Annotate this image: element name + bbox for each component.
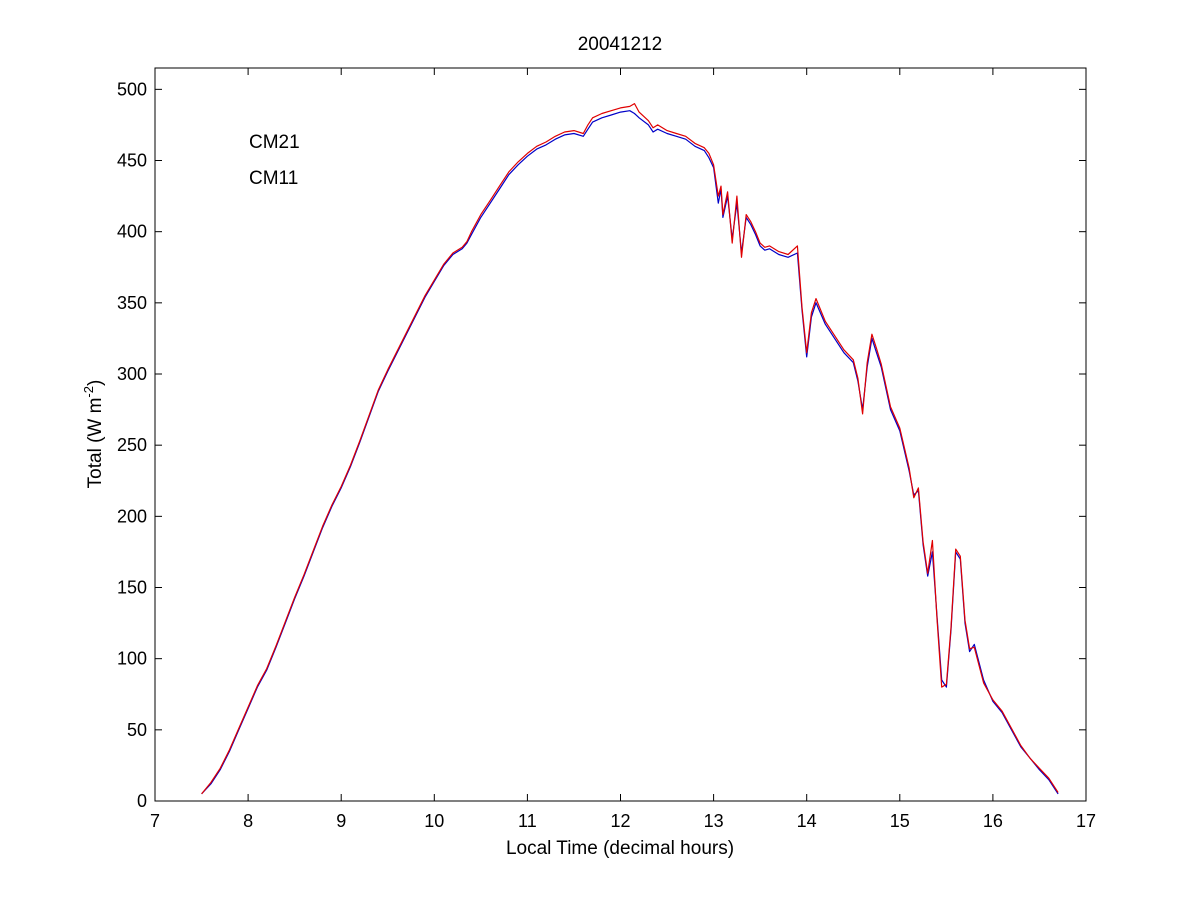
y-tick-label: 150 (117, 578, 147, 598)
x-tick-label: 17 (1076, 811, 1096, 831)
x-tick-label: 8 (243, 811, 253, 831)
chart-title: 20041212 (578, 34, 663, 55)
x-tick-label: 14 (797, 811, 817, 831)
x-tick-label: 12 (610, 811, 630, 831)
y-tick-label: 250 (117, 435, 147, 455)
y-axis-label-main: Total (W m (85, 398, 106, 489)
y-axis: 0 50 100 150 200 250 300 350 400 450 500 (117, 79, 1086, 811)
x-axis-label: Local Time (decimal hours) (506, 838, 734, 859)
y-tick-label: 200 (117, 506, 147, 526)
legend-entry-cm11: CM11 (249, 168, 298, 189)
y-tick-label: 500 (117, 79, 147, 99)
y-tick-label: 300 (117, 364, 147, 384)
x-tick-label: 7 (150, 811, 160, 831)
x-tick-label: 16 (983, 811, 1003, 831)
x-tick-label: 9 (336, 811, 346, 831)
series-lines (201, 102, 1059, 795)
series-line-cm11 (201, 102, 1059, 795)
y-axis-label-close: ) (85, 380, 106, 386)
x-tick-label: 13 (704, 811, 724, 831)
y-tick-label: 350 (117, 293, 147, 313)
y-tick-label: 450 (117, 151, 147, 171)
y-tick-label: 100 (117, 649, 147, 669)
legend-entry-cm21: CM21 (249, 132, 300, 153)
plot-area (155, 68, 1086, 801)
y-axis-label: Total (W m-2) (81, 380, 106, 489)
y-axis-label-superscript: -2 (81, 386, 96, 398)
x-tick-label: 15 (890, 811, 910, 831)
x-tick-label: 11 (518, 811, 537, 831)
plot-frame (154, 67, 1087, 802)
y-tick-label: 400 (117, 222, 147, 242)
y-tick-label: 50 (127, 720, 147, 740)
x-tick-label: 10 (424, 811, 444, 831)
x-axis: 7 8 9 10 11 12 13 14 15 16 17 (150, 68, 1096, 831)
y-tick-label: 0 (137, 791, 147, 811)
